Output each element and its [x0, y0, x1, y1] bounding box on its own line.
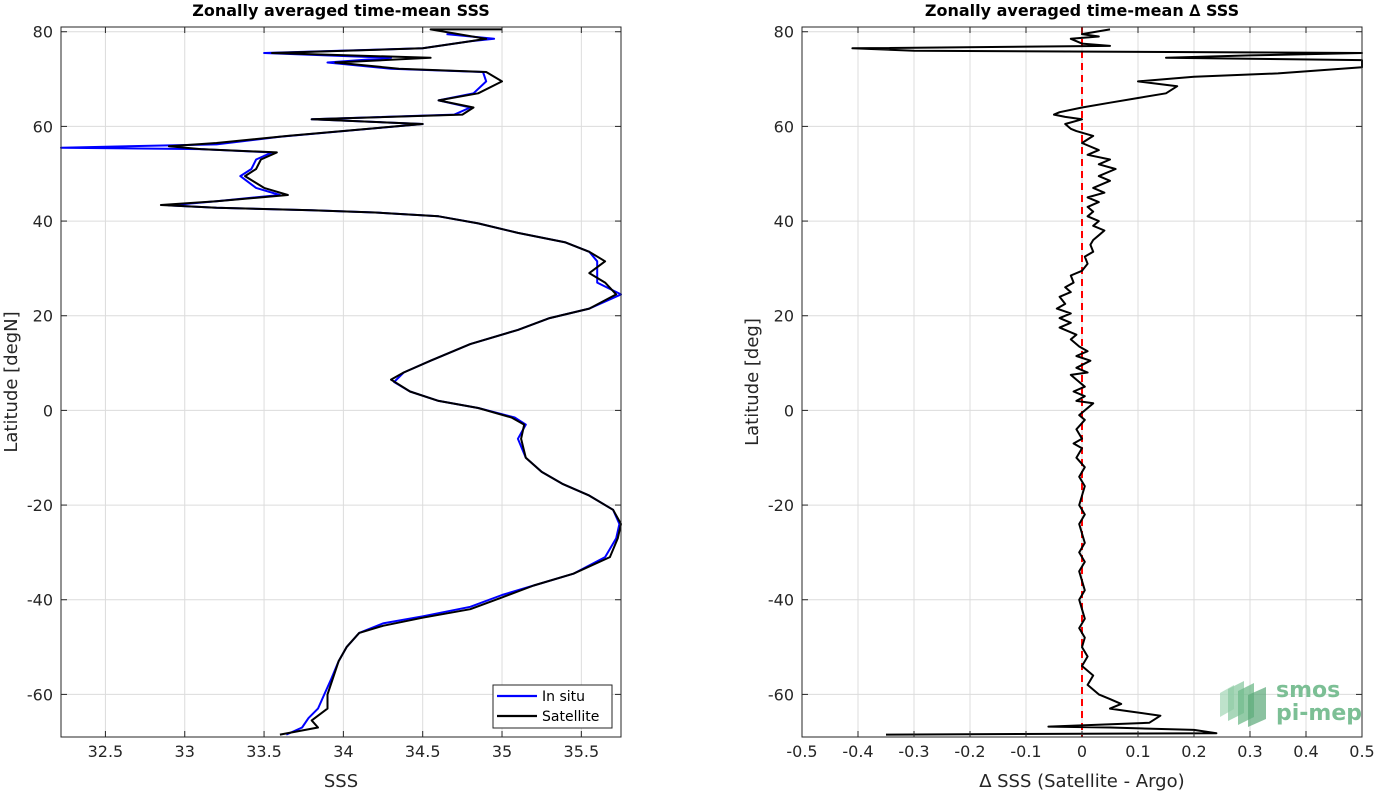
y-tick-label: 80: [774, 23, 794, 42]
y-tick-label: 40: [33, 212, 53, 231]
y-tick-label: 20: [33, 307, 53, 326]
x-tick-label: -0.3: [898, 742, 929, 761]
y-tick-label: 80: [33, 23, 53, 42]
logo-text-smos: smos: [1276, 678, 1340, 703]
smos-pi-mep-logo: smos pi-mep: [1220, 678, 1362, 727]
y-tick-label: 60: [774, 117, 794, 136]
x-tick-label: -0.2: [954, 742, 985, 761]
y-tick-label: -60: [27, 685, 53, 704]
left-y-axis-label: Latitude [degN]: [1, 311, 22, 452]
x-tick-label: 0.4: [1293, 742, 1318, 761]
logo-text-pi-mep: pi-mep: [1276, 701, 1362, 726]
x-tick-label: 0.5: [1349, 742, 1374, 761]
left-axes-frame: [60, 26, 622, 738]
x-tick-label: 0.3: [1237, 742, 1262, 761]
legend-label-satellite: Satellite: [542, 709, 599, 725]
right-chart: -0.5 -0.4 -0.3 -0.2 -0.1 0 0.1 0.2 0.3 0.4 0.5 -60 -…: [742, 1, 1375, 792]
right-chart-title: Zonally averaged time-mean ∆ SSS: [925, 1, 1239, 20]
x-tick-label: 35: [492, 742, 512, 761]
x-tick-label: -0.4: [842, 742, 873, 761]
left-x-axis-label: SSS: [324, 771, 358, 792]
x-tick-label: -0.1: [1010, 742, 1041, 761]
y-tick-label: 0: [43, 401, 53, 420]
x-tick-label: 0: [1077, 742, 1087, 761]
left-series: [60, 28, 622, 736]
y-tick-label: 60: [33, 117, 53, 136]
left-grid: [61, 27, 621, 737]
y-tick-label: -40: [27, 591, 53, 610]
y-tick-label: 40: [774, 212, 794, 231]
x-tick-label: 35.5: [564, 742, 600, 761]
right-ticks: -0.5 -0.4 -0.3 -0.2 -0.1 0 0.1 0.2 0.3 0.4 0.5 -60 -…: [768, 23, 1375, 761]
y-tick-label: -60: [768, 685, 794, 704]
x-tick-label: 32.5: [88, 742, 124, 761]
legend: In situ Satellite: [492, 684, 613, 729]
y-tick-label: 0: [784, 401, 794, 420]
legend-label-in-situ: In situ: [542, 689, 585, 705]
y-tick-label: -20: [27, 496, 53, 515]
legend-box: [492, 684, 613, 729]
logo-mark-icon: [1220, 681, 1266, 727]
y-tick-label: -20: [768, 496, 794, 515]
x-tick-label: 33.5: [246, 742, 282, 761]
right-series: [851, 27, 1363, 737]
x-tick-label: 34: [333, 742, 353, 761]
right-x-axis-label: ∆ SSS (Satellite - Argo): [978, 771, 1184, 792]
plot-background: [61, 27, 621, 737]
right-y-axis-label: Latitude [deg]: [742, 318, 763, 446]
y-tick-label: 20: [774, 307, 794, 326]
series-line-satellite: [159, 28, 622, 736]
x-tick-label: 0.1: [1125, 742, 1150, 761]
x-tick-label: 33: [175, 742, 195, 761]
left-ticks: 32.5 33 33.5 34 34.5 35 35.5 -60 -40 -20 0 20 40 60 80: [27, 23, 621, 761]
x-tick-label: -0.5: [786, 742, 817, 761]
series-line-delta-sss: [851, 28, 1363, 736]
left-chart: 32.5 33 33.5 34 34.5 35 35.5 -60 -40 -20 0 20 40 60 80…: [1, 1, 622, 792]
x-tick-label: 0.2: [1181, 742, 1206, 761]
x-tick-label: 34.5: [405, 742, 441, 761]
y-tick-label: -40: [768, 591, 794, 610]
left-chart-title: Zonally averaged time-mean SSS: [192, 1, 490, 20]
